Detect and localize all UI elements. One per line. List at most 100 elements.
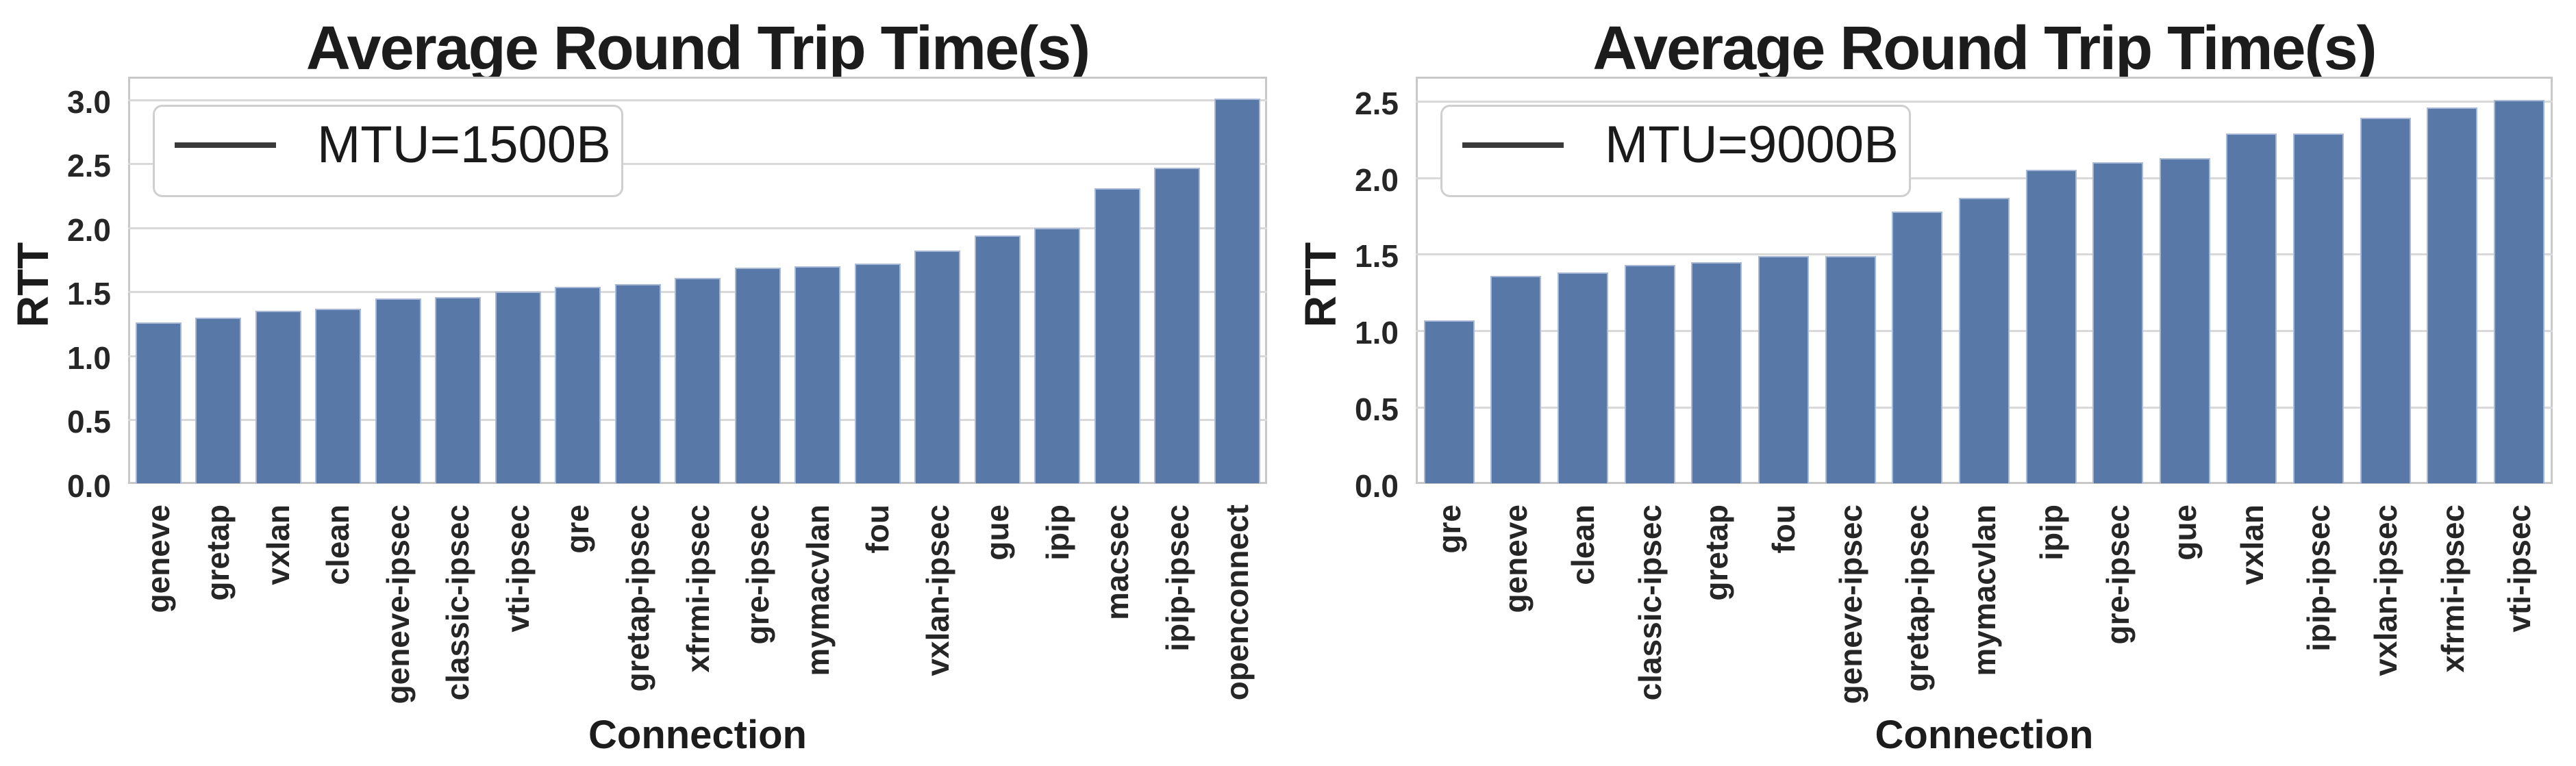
bar-clean xyxy=(315,309,361,483)
bar-xfrmi-ipsec xyxy=(675,278,721,483)
x-tick-label-vti-ipsec: vti-ipsec xyxy=(2501,505,2537,633)
x-tick-label-mymacvlan: mymacvlan xyxy=(1966,505,2002,676)
y-tick-label-0.5: 0.5 xyxy=(1355,392,1399,427)
x-tick-label-geneve: geneve xyxy=(140,505,176,613)
x-tick-label-vxlan-ipsec: vxlan-ipsec xyxy=(2368,505,2403,676)
x-tick-label-gretap: gretap xyxy=(1699,505,1734,601)
y-tick-label-0.0: 0.0 xyxy=(1355,468,1399,504)
x-tick-label-clean: clean xyxy=(1565,505,1601,585)
bar-vti-ipsec xyxy=(2494,100,2544,483)
x-tick-label-xfrmi-ipsec: xfrmi-ipsec xyxy=(680,505,716,673)
bar-vxlan xyxy=(2226,133,2277,483)
chart-mtu-9000: Average Round Trip Time(s) RTT MTU=9000B… xyxy=(1288,0,2576,766)
bar-geneve xyxy=(1490,276,1541,483)
y-tick-label-1.5: 1.5 xyxy=(67,276,111,311)
x-tick-label-gre: gre xyxy=(1431,505,1467,554)
x-tick-label-geneve-ipsec: geneve-ipsec xyxy=(1833,505,1868,704)
x-tick-label-xfrmi-ipsec: xfrmi-ipsec xyxy=(2435,505,2471,673)
bar-clean xyxy=(1558,272,1608,483)
bar-macsec xyxy=(1095,188,1140,483)
legend-line-swatch xyxy=(1462,142,1564,148)
x-tick-label-fou: fou xyxy=(1766,505,1801,554)
legend-label: MTU=9000B xyxy=(1605,115,1899,174)
bar-gue xyxy=(2160,158,2210,483)
bar-gretap-ipsec xyxy=(1892,212,1942,483)
bar-xfrmi-ipsec xyxy=(2427,107,2477,483)
x-tick-label-gue: gue xyxy=(979,505,1015,561)
bar-classic-ipsec xyxy=(1625,265,1675,483)
y-tick-label-1.0: 1.0 xyxy=(67,340,111,376)
bar-geneve-ipsec xyxy=(1825,256,1876,483)
bar-classic-ipsec xyxy=(435,297,481,483)
x-tick-label-geneve: geneve xyxy=(1498,505,1534,613)
bar-gre xyxy=(1424,320,1475,483)
x-tick-label-gretap-ipsec: gretap-ipsec xyxy=(620,505,655,692)
y-tick-label-2.0: 2.0 xyxy=(1355,162,1399,198)
bar-ipip-ipsec xyxy=(2293,133,2344,483)
gridline-2.0 xyxy=(128,227,1267,229)
y-tick-label-0.0: 0.0 xyxy=(67,468,111,504)
x-tick-label-ipip: ipip xyxy=(2034,505,2069,561)
bar-vxlan-ipsec xyxy=(2360,118,2411,483)
bar-gretap xyxy=(1691,262,1742,483)
bar-fou xyxy=(1758,256,1809,483)
chart-mtu-1500: Average Round Trip Time(s) RTT MTU=1500B… xyxy=(8,18,1267,757)
x-tick-label-classic-ipsec: classic-ipsec xyxy=(440,505,475,701)
bar-gretap xyxy=(195,318,241,483)
bar-gretap-ipsec xyxy=(615,284,661,483)
bar-vxlan xyxy=(255,311,301,483)
bar-vxlan-ipsec xyxy=(914,251,960,483)
x-tick-label-vxlan: vxlan xyxy=(260,505,296,585)
legend-line-swatch xyxy=(175,142,276,148)
gridline-3.0 xyxy=(128,99,1267,101)
legend: MTU=9000B xyxy=(1440,105,1911,197)
x-tick-label-gre-ipsec: gre-ipsec xyxy=(2100,505,2136,645)
x-tick-label-fou: fou xyxy=(860,505,895,554)
gridline-2.5 xyxy=(1416,101,2553,103)
x-axis-label: Connection xyxy=(1875,713,2094,757)
bar-geneve xyxy=(136,322,182,483)
y-tick-label-1.0: 1.0 xyxy=(1355,315,1399,350)
bar-openconnect xyxy=(1214,99,1260,483)
x-tick-label-ipip-ipsec: ipip-ipsec xyxy=(1160,505,1195,652)
x-tick-label-gre: gre xyxy=(560,505,595,554)
legend-label: MTU=1500B xyxy=(317,115,611,174)
bar-mymacvlan xyxy=(1959,198,2010,483)
x-tick-label-ipip: ipip xyxy=(1040,505,1075,561)
x-tick-label-vxlan-ipsec: vxlan-ipsec xyxy=(920,505,955,676)
x-tick-label-gretap-ipsec: gretap-ipsec xyxy=(1899,505,1935,692)
bar-gue xyxy=(975,235,1021,483)
y-tick-label-2.0: 2.0 xyxy=(67,212,111,248)
bar-gre-ipsec xyxy=(735,268,781,483)
y-tick-label-1.5: 1.5 xyxy=(1355,238,1399,274)
y-tick-label-2.5: 2.5 xyxy=(1355,86,1399,121)
x-tick-label-gre-ipsec: gre-ipsec xyxy=(740,505,775,645)
x-tick-label-geneve-ipsec: geneve-ipsec xyxy=(380,505,416,704)
x-tick-label-classic-ipsec: classic-ipsec xyxy=(1632,505,1668,701)
y-tick-label-2.5: 2.5 xyxy=(67,148,111,183)
gridline-2.5 xyxy=(128,163,1267,165)
bar-geneve-ipsec xyxy=(375,298,421,483)
bar-ipip xyxy=(1034,228,1080,483)
bar-mymacvlan xyxy=(795,266,840,483)
x-tick-label-openconnect: openconnect xyxy=(1219,505,1255,701)
bar-ipip xyxy=(2026,170,2077,483)
x-tick-label-vti-ipsec: vti-ipsec xyxy=(500,505,536,633)
bar-ipip-ipsec xyxy=(1154,168,1200,483)
y-tick-label-0.5: 0.5 xyxy=(67,404,111,439)
x-tick-label-gue: gue xyxy=(2167,505,2203,561)
x-tick-label-ipip-ipsec: ipip-ipsec xyxy=(2301,505,2336,652)
x-tick-label-macsec: macsec xyxy=(1099,505,1135,620)
y-tick-label-3.0: 3.0 xyxy=(67,84,111,120)
bar-vti-ipsec xyxy=(495,292,541,483)
bar-gre-ipsec xyxy=(2092,162,2143,483)
x-axis-label: Connection xyxy=(588,713,807,757)
legend: MTU=1500B xyxy=(153,105,623,197)
x-tick-label-clean: clean xyxy=(320,505,355,585)
x-tick-label-gretap: gretap xyxy=(200,505,236,601)
bar-gre xyxy=(555,287,601,483)
x-tick-label-mymacvlan: mymacvlan xyxy=(800,505,836,676)
chart-title: Average Round Trip Time(s) xyxy=(1592,14,2377,83)
bar-fou xyxy=(855,264,901,483)
